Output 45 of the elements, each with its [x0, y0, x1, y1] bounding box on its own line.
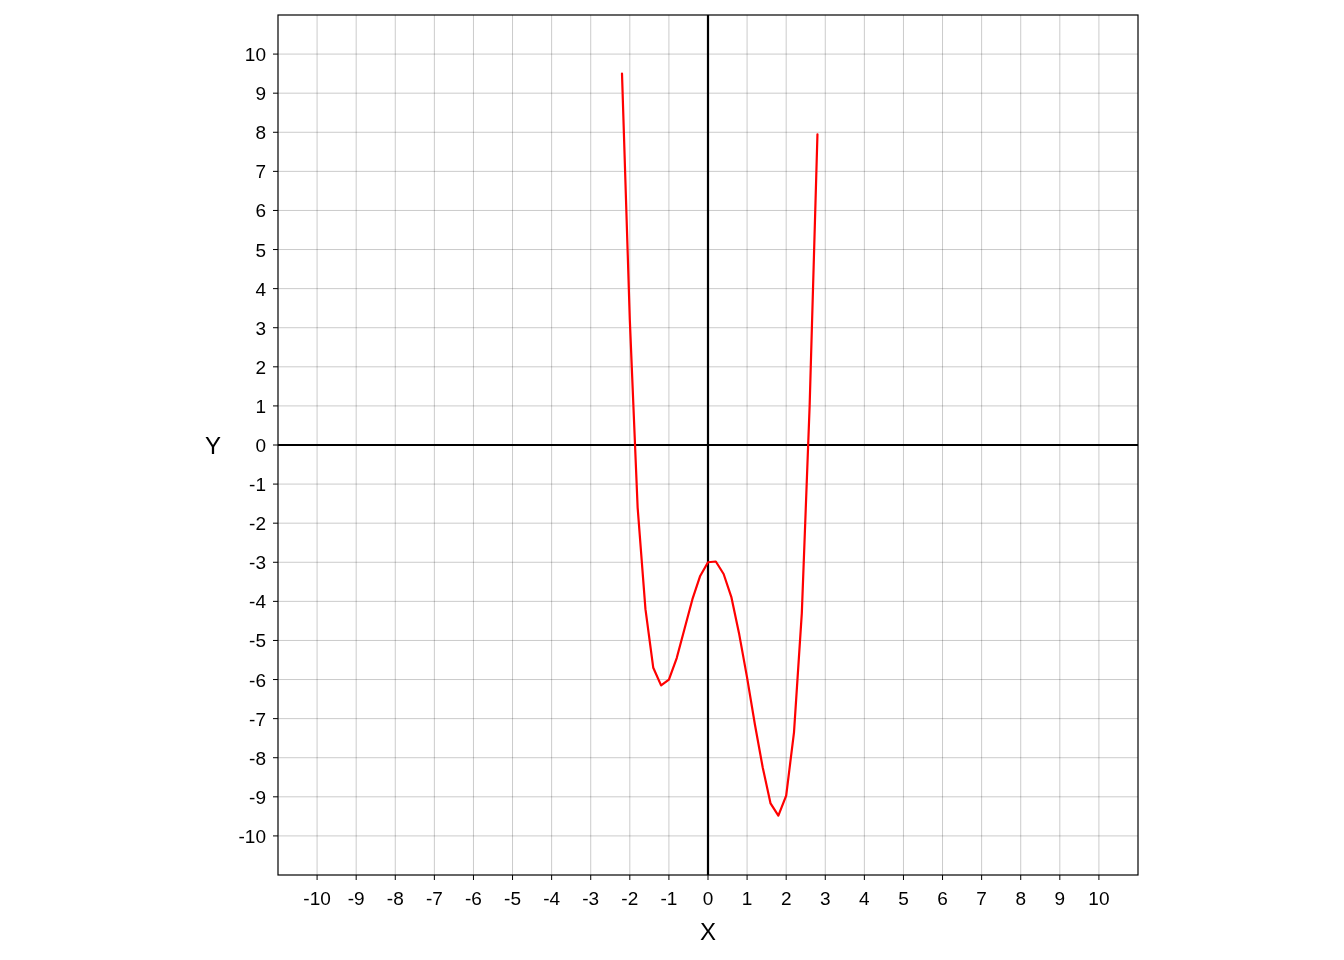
y-tick-label: 2 [255, 356, 266, 378]
y-tick-label: 5 [255, 239, 266, 261]
x-tick-label: 9 [1054, 888, 1066, 909]
x-tick-label: -9 [347, 888, 365, 909]
x-tick-label: -4 [543, 888, 561, 909]
y-tick-label: 7 [255, 161, 266, 183]
y-axis-title: Y [204, 432, 222, 459]
x-tick-label: -8 [386, 888, 404, 909]
x-tick-label: -3 [582, 888, 600, 909]
y-tick-label: 10 [244, 44, 266, 66]
x-tick-label: 1 [741, 888, 753, 909]
x-tick-label: -6 [465, 888, 482, 909]
y-tick-label: -3 [249, 552, 266, 574]
x-tick-label: 3 [819, 888, 831, 909]
x-tick-label: -7 [425, 888, 443, 909]
y-tick-label: 9 [255, 83, 266, 105]
x-tick-label: -10 [303, 888, 331, 909]
y-tick-label: 6 [255, 200, 266, 222]
y-tick-label: -9 [249, 786, 266, 808]
x-axis-title: X [699, 918, 717, 945]
y-tick-label: -2 [249, 513, 266, 535]
line-series [620, 72, 819, 817]
x-tick-label: -5 [504, 888, 521, 909]
y-tick-label: -6 [249, 669, 266, 691]
y-tick-label: -8 [249, 747, 266, 769]
y-tick-label: 8 [255, 122, 266, 144]
x-tick-label: 2 [780, 888, 792, 909]
x-tick-label: 7 [976, 888, 987, 909]
y-tick-label: -10 [238, 825, 266, 847]
y-tick-label: 3 [255, 317, 266, 339]
y-tick-label: -7 [249, 708, 266, 730]
x-tick-label: 8 [1015, 888, 1027, 909]
x-tick-label: 4 [859, 888, 871, 909]
x-tick-label: 10 [1088, 888, 1110, 909]
y-tick-label: -4 [249, 591, 267, 613]
x-tick-label: 5 [898, 888, 909, 909]
y-tick-label: -5 [249, 630, 266, 652]
x-tick-label: 6 [937, 888, 948, 909]
y-tick-label: -1 [249, 474, 266, 496]
x-tick-label: -1 [660, 888, 678, 909]
x-tick-label: 0 [702, 888, 714, 909]
x-tick-label: -2 [621, 888, 639, 909]
y-tick-label: 0 [255, 435, 266, 456]
y-tick-label: 4 [255, 278, 267, 300]
y-tick-label: 1 [255, 395, 266, 417]
